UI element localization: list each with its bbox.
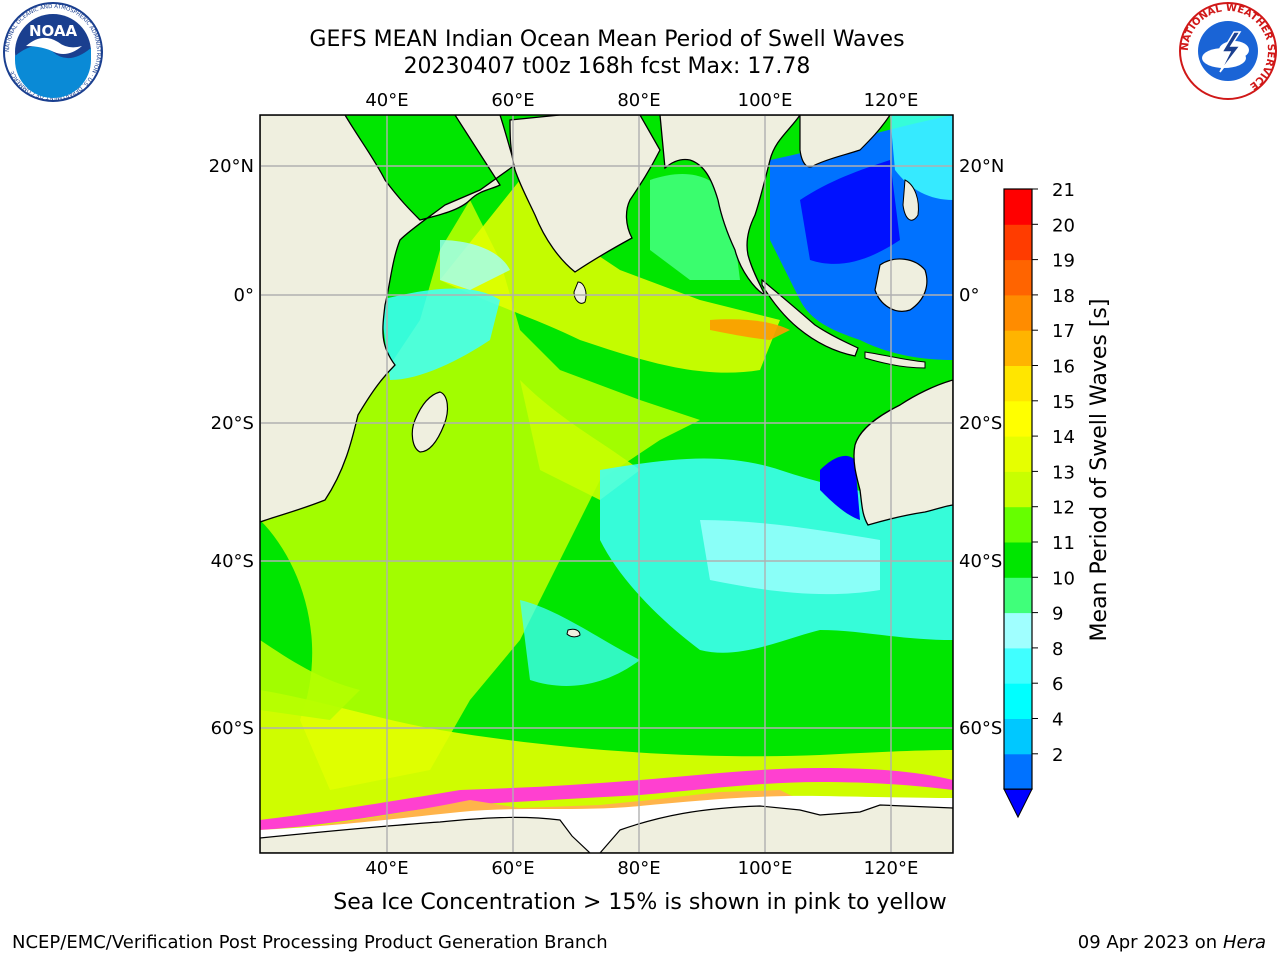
colorbar-tick-label-18: 18 [1052,286,1075,307]
lon-label-bottom-100e: 100°E [738,858,793,879]
lat-label-right-20n: 20°N [959,156,1004,177]
colorbar-bin-14-15 [1004,400,1032,437]
colorbar-tick-label-19: 19 [1052,251,1075,272]
lon-label-top-120e: 120°E [864,90,919,111]
colorbar-tick-label-6: 6 [1052,674,1063,695]
colorbar-frame [1003,188,1033,790]
colorbar-tick-label-16: 16 [1052,357,1075,378]
colorbar-tick-label-17: 17 [1052,321,1075,342]
lat-label-right-20s: 20°S [959,413,1002,434]
colorbar-bin-16-17 [1004,330,1032,366]
colorbar-tick-label-2: 2 [1052,745,1063,766]
lat-label-right-60s: 60°S [959,718,1002,739]
lon-label-bottom-60e: 60°E [491,858,534,879]
colorbar-bin-13-14 [1004,436,1032,472]
noaa-logo-text: NOAA [29,22,78,40]
lat-label-right-0: 0° [959,285,979,306]
lon-label-top-100e: 100°E [738,90,793,111]
colorbar-tick-label-4: 4 [1052,710,1063,731]
colorbar-bin-11-12 [1004,506,1032,543]
graticule [260,115,953,853]
footer-date-text: 09 Apr 2023 on [1077,932,1223,953]
colorbar-bin-12-13 [1004,471,1032,508]
colorbar-tick-label-14: 14 [1052,427,1075,448]
colorbar-bin-18-19 [1004,259,1032,296]
colorbar-bin-15-16 [1004,365,1032,402]
nws-logo: NATIONAL WEATHER SERVICE [1179,2,1277,100]
colorbar-tick-label-20: 20 [1052,215,1075,236]
colorbar: 21 20 19 18 17 16 15 14 13 12 11 10 9 8 6 4 2 [1003,180,1075,819]
colorbar-bin-9-10 [1004,577,1032,614]
map-area [260,115,953,853]
map-frame [259,114,954,854]
sea-ice-caption: Sea Ice Concentration > 15% is shown in … [333,890,947,915]
lon-label-bottom-80e: 80°E [617,858,660,879]
lon-label-bottom-120e: 120°E [864,858,919,879]
colorbar-tick-label-13: 13 [1052,462,1075,483]
colorbar-bin-20-21 [1004,189,1032,225]
lat-label-right-40s: 40°S [959,551,1002,572]
lon-label-top-40e: 40°E [365,90,408,111]
lat-label-left-20n: 20°N [209,156,254,177]
chart-title: GEFS MEAN Indian Ocean Mean Period of Sw… [309,27,905,52]
noaa-logo: NATIONAL OCEANIC AND ATMOSPHERIC ADMINIS… [3,2,103,102]
colorbar-label: Mean Period of Swell Waves [s] [1087,299,1112,642]
colorbar-tick-label-10: 10 [1052,568,1075,589]
chart-subtitle: 20230407 t00z 168h fcst Max: 17.78 [403,54,811,79]
colorbar-tick-label-21: 21 [1052,180,1075,201]
colorbar-bin-6-7 [1004,683,1032,719]
footer-branch: NCEP/EMC/Verification Post Processing Pr… [12,932,608,953]
colorbar-bin-4-6 [1004,718,1032,755]
colorbar-bin-7-8 [1004,647,1032,684]
colorbar-tick-label-12: 12 [1052,498,1075,519]
colorbar-bin-2-4 [1004,753,1032,790]
colorbar-tick-label-15: 15 [1052,392,1075,413]
lon-label-top-60e: 60°E [491,90,534,111]
lat-label-left-60s: 60°S [211,718,254,739]
lon-label-top-80e: 80°E [617,90,660,111]
footer-host: Hera [1222,932,1266,953]
colorbar-tick-label-9: 9 [1052,604,1063,625]
lon-label-bottom-40e: 40°E [365,858,408,879]
colorbar-bin-17-18 [1004,294,1032,331]
lat-label-left-40s: 40°S [211,551,254,572]
lat-label-left-20s: 20°S [211,413,254,434]
footer-date: 09 Apr 2023 on Hera [1078,932,1266,953]
colorbar-tick-label-11: 11 [1052,533,1075,554]
colorbar-bin-10-11 [1004,542,1032,578]
colorbar-tick-label-8: 8 [1052,639,1063,660]
colorbar-bin-19-20 [1004,224,1032,261]
colorbar-bin-8-9 [1004,612,1032,649]
lat-label-left-0: 0° [234,285,254,306]
colorbar-under-arrow [1003,788,1033,819]
